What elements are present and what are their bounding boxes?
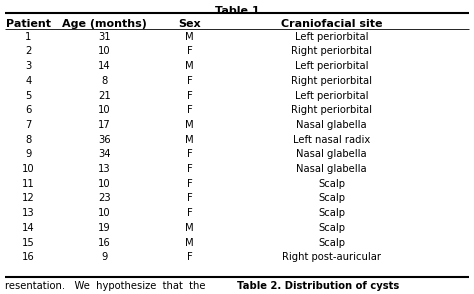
- Text: 2: 2: [25, 46, 32, 56]
- Text: F: F: [187, 105, 192, 115]
- Text: Nasal glabella: Nasal glabella: [297, 120, 367, 130]
- Text: 6: 6: [25, 105, 32, 115]
- Text: 16: 16: [98, 238, 110, 248]
- Text: 7: 7: [25, 120, 32, 130]
- Text: Right periorbital: Right periorbital: [292, 76, 372, 86]
- Text: M: M: [185, 135, 194, 145]
- Text: M: M: [185, 61, 194, 71]
- Text: 17: 17: [98, 120, 110, 130]
- Text: M: M: [185, 223, 194, 233]
- Text: Scalp: Scalp: [319, 208, 345, 218]
- Text: 23: 23: [98, 193, 110, 203]
- Text: 8: 8: [25, 135, 32, 145]
- Text: Scalp: Scalp: [319, 223, 345, 233]
- Text: Right periorbital: Right periorbital: [292, 105, 372, 115]
- Text: 8: 8: [101, 76, 108, 86]
- Text: F: F: [187, 208, 192, 218]
- Text: Left nasal radix: Left nasal radix: [293, 135, 370, 145]
- Text: 10: 10: [98, 179, 110, 189]
- Text: 34: 34: [98, 149, 110, 159]
- Text: Left periorbital: Left periorbital: [295, 61, 369, 71]
- Text: 4: 4: [25, 76, 32, 86]
- Text: F: F: [187, 76, 192, 86]
- Text: 1: 1: [25, 32, 32, 42]
- Text: 10: 10: [98, 105, 110, 115]
- Text: 31: 31: [98, 32, 110, 42]
- Text: M: M: [185, 238, 194, 248]
- Text: Nasal glabella: Nasal glabella: [297, 149, 367, 159]
- Text: F: F: [187, 179, 192, 189]
- Text: 10: 10: [98, 208, 110, 218]
- Text: 13: 13: [98, 164, 110, 174]
- Text: Scalp: Scalp: [319, 193, 345, 203]
- Text: F: F: [187, 91, 192, 101]
- Text: F: F: [187, 46, 192, 56]
- Text: 11: 11: [22, 179, 35, 189]
- Text: Right periorbital: Right periorbital: [292, 46, 372, 56]
- Text: Scalp: Scalp: [319, 238, 345, 248]
- Text: 14: 14: [22, 223, 35, 233]
- Text: M: M: [185, 32, 194, 42]
- Text: 5: 5: [25, 91, 32, 101]
- Text: F: F: [187, 252, 192, 262]
- Text: 36: 36: [98, 135, 110, 145]
- Text: 13: 13: [22, 208, 35, 218]
- Text: 3: 3: [25, 61, 32, 71]
- Text: 21: 21: [98, 91, 110, 101]
- Text: Table 1: Table 1: [215, 6, 259, 16]
- Text: Craniofacial site: Craniofacial site: [281, 19, 383, 29]
- Text: Sex: Sex: [178, 19, 201, 29]
- Text: 9: 9: [25, 149, 32, 159]
- Text: 10: 10: [22, 164, 35, 174]
- Text: 16: 16: [22, 252, 35, 262]
- Text: F: F: [187, 164, 192, 174]
- Text: resentation.   We  hypothesize  that  the: resentation. We hypothesize that the: [5, 281, 205, 291]
- Text: 12: 12: [22, 193, 35, 203]
- Text: Age (months): Age (months): [62, 19, 147, 29]
- Text: Nasal glabella: Nasal glabella: [297, 164, 367, 174]
- Text: F: F: [187, 149, 192, 159]
- Text: Left periorbital: Left periorbital: [295, 32, 369, 42]
- Text: Scalp: Scalp: [319, 179, 345, 189]
- Text: M: M: [185, 120, 194, 130]
- Text: F: F: [187, 193, 192, 203]
- Text: Table 2. Distribution of cysts: Table 2. Distribution of cysts: [237, 281, 399, 291]
- Text: 15: 15: [22, 238, 35, 248]
- Text: Right post-auricular: Right post-auricular: [283, 252, 381, 262]
- Text: 14: 14: [98, 61, 110, 71]
- Text: 10: 10: [98, 46, 110, 56]
- Text: Left periorbital: Left periorbital: [295, 91, 369, 101]
- Text: 9: 9: [101, 252, 108, 262]
- Text: 19: 19: [98, 223, 110, 233]
- Text: Patient: Patient: [6, 19, 51, 29]
